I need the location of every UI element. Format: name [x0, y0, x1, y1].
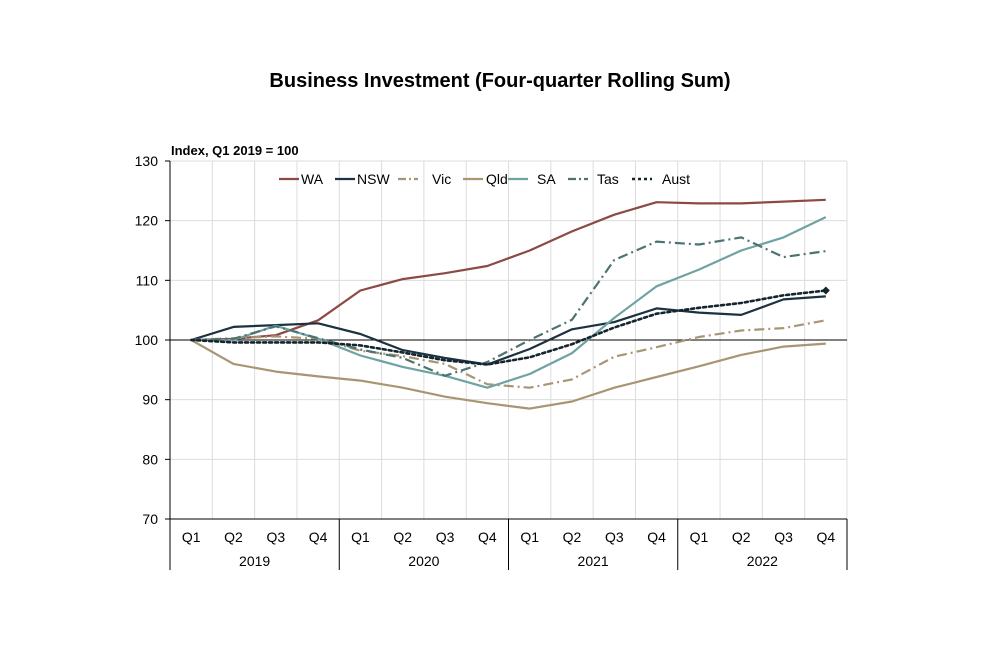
legend-label-aust: Aust [662, 171, 690, 187]
x-tick-label-quarter: Q1 [690, 529, 709, 545]
x-tick-label-quarter: Q3 [774, 529, 793, 545]
legend-label-nsw: NSW [357, 171, 390, 187]
x-tick-label-year: 2020 [408, 553, 439, 569]
y-axis-unit-label: Index, Q1 2019 = 100 [171, 143, 299, 158]
y-tick-label: 80 [142, 451, 158, 467]
legend-item-nsw: NSW [335, 171, 390, 187]
y-tick-label: 70 [142, 511, 158, 527]
series-line-tas [191, 236, 826, 377]
x-tick-label-quarter: Q2 [393, 529, 412, 545]
legend-item-vic: Vic [398, 171, 451, 187]
series-line-nsw [190, 295, 826, 366]
legend-label-wa: WA [301, 171, 324, 187]
legend-label-tas: Tas [597, 171, 619, 187]
legend-item-sa: SA [508, 171, 556, 187]
x-tick-label-quarter: Q2 [563, 529, 582, 545]
x-tick-label-quarter: Q1 [182, 529, 201, 545]
x-tick-label-quarter: Q4 [647, 529, 666, 545]
aust-end-marker [821, 286, 830, 295]
series-line-vic [191, 319, 826, 389]
legend-label-qld: Qld [486, 171, 508, 187]
legend-label-vic: Vic [432, 171, 451, 187]
axis-layer: 70 80 90 100 110 120 130 Q1 Q2 Q3 Q4 Q1 Q2 Q3 Q4 Q1 Q2 Q3… [135, 153, 848, 570]
series-line-qld [190, 339, 826, 410]
x-tick-label-quarter: Q3 [605, 529, 624, 545]
x-tick-label-quarter: Q4 [478, 529, 497, 545]
chart-title: Business Investment (Four-quarter Rollin… [269, 70, 731, 92]
x-tick-label-quarter: Q4 [817, 529, 836, 545]
series-line-wa [191, 198, 826, 342]
series-layer [189, 198, 830, 410]
legend-item-aust: Aust [632, 171, 690, 187]
legend: WA NSW Vic Qld SA Tas Aust [279, 171, 690, 187]
legend-item-tas: Tas [568, 171, 619, 187]
x-tick-label-year: 2022 [747, 553, 778, 569]
x-tick-label-year: 2021 [578, 553, 609, 569]
y-tick-label: 90 [142, 392, 158, 408]
x-tick-label-quarter: Q3 [436, 529, 455, 545]
x-tick-label-quarter: Q3 [266, 529, 285, 545]
x-tick-label-quarter: Q2 [224, 529, 243, 545]
legend-label-sa: SA [537, 171, 556, 187]
legend-item-qld: Qld [463, 171, 508, 187]
y-tick-label: 130 [135, 153, 159, 169]
y-tick-label: 110 [136, 272, 159, 288]
x-tick-label-quarter: Q1 [351, 529, 370, 545]
x-tick-label-year: 2019 [239, 553, 270, 569]
x-tick-label-quarter: Q4 [309, 529, 328, 545]
series-line-aust [189, 289, 828, 366]
x-tick-label-quarter: Q2 [732, 529, 751, 545]
legend-item-wa: WA [279, 171, 324, 187]
y-tick-label: 100 [135, 332, 159, 348]
y-tick-label: 120 [135, 213, 159, 229]
x-tick-label-quarter: Q1 [520, 529, 539, 545]
